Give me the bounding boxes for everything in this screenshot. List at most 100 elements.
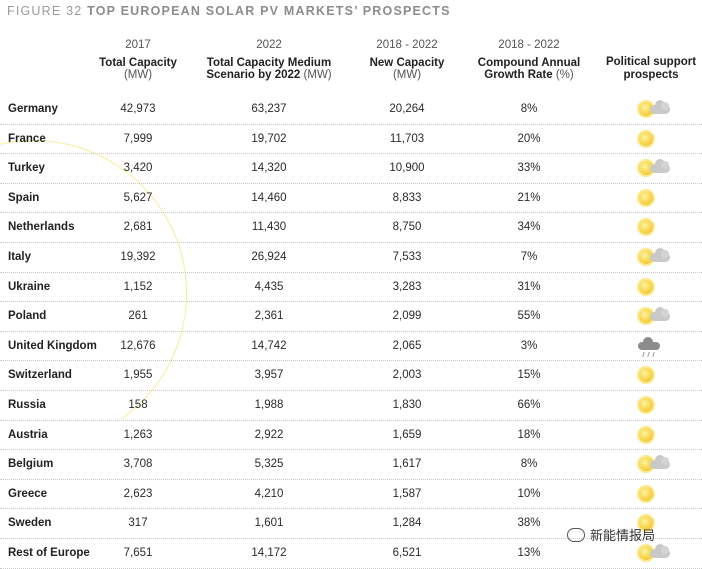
table-row: Belgium 3,708 5,325 1,617 8% — [0, 450, 702, 480]
capacity-2017-cell: 7,651 — [123, 547, 153, 559]
sun-icon — [630, 125, 680, 155]
new-capacity-cell: 1,659 — [392, 428, 422, 441]
capacity-2017-cell: 2,681 — [123, 221, 153, 234]
new-capacity-cell: 11,703 — [389, 132, 425, 145]
new-capacity-cell: 1,587 — [392, 487, 422, 500]
header-label-line2: Growth Rate — [484, 69, 553, 81]
new-capacity-cell: 1,830 — [392, 399, 422, 411]
capacity-2022-cell: 14,742 — [251, 339, 287, 352]
capacity-2017-cell: 1,955 — [123, 369, 153, 382]
country-cell: Switzerland — [8, 369, 72, 382]
table-row: Switzerland 1,955 3,957 2,003 15% — [0, 361, 702, 391]
sun-cloud-icon — [630, 539, 680, 569]
capacity-2017-cell: 42,973 — [120, 103, 156, 115]
country-cell: Poland — [8, 310, 47, 323]
country-cell: Austria — [8, 428, 48, 441]
new-capacity-cell: 1,284 — [392, 517, 422, 530]
header-label-line2: prospects — [623, 68, 679, 81]
capacity-2022-cell: 14,460 — [251, 191, 287, 204]
country-cell: Germany — [8, 103, 58, 115]
header-year: 2017 — [125, 39, 151, 51]
cagr-cell: 34% — [517, 221, 541, 234]
table-row: Turkey 3,420 14,320 10,900 33% — [0, 154, 702, 184]
new-capacity-cell: 2,099 — [392, 310, 422, 323]
sun-cloud-icon — [630, 154, 680, 184]
capacity-2022-cell: 1,601 — [254, 517, 284, 530]
country-cell: Turkey — [8, 162, 45, 175]
figure-number: FIGURE 32 — [7, 4, 83, 18]
country-cell: Greece — [8, 487, 48, 500]
capacity-2022-cell: 11,430 — [251, 221, 287, 234]
capacity-2022-cell: 19,702 — [251, 132, 287, 145]
new-capacity-cell: 8,833 — [392, 191, 422, 204]
capacity-2017-cell: 1,263 — [123, 428, 153, 441]
country-cell: France — [8, 132, 46, 145]
table-row: United Kingdom 12,676 14,742 2,065 3% — [0, 332, 702, 362]
new-capacity-cell: 7,533 — [392, 251, 422, 263]
sun-icon — [630, 273, 680, 303]
capacity-2022-cell: 2,361 — [254, 310, 284, 323]
header-year: 2018 - 2022 — [498, 39, 560, 51]
header-unit: (%) — [555, 69, 574, 81]
header-political-support: Political support prospects — [598, 56, 702, 81]
country-cell: Spain — [8, 191, 40, 204]
sun-cloud-icon — [630, 243, 680, 273]
table-row: Ukraine 1,152 4,435 3,283 31% — [0, 273, 702, 303]
header-unit: (MW) — [392, 69, 422, 81]
new-capacity-cell: 1,617 — [392, 458, 422, 471]
capacity-2017-cell: 261 — [128, 310, 148, 323]
new-capacity-cell: 10,900 — [389, 162, 425, 175]
table-row: France 7,999 19,702 11,703 20% — [0, 125, 702, 155]
new-capacity-cell: 2,003 — [392, 369, 422, 382]
capacity-2017-cell: 2,623 — [123, 487, 153, 500]
capacity-2022-cell: 1,988 — [254, 399, 284, 411]
cagr-cell: 66% — [517, 399, 541, 411]
country-cell: United Kingdom — [8, 339, 97, 352]
header-label: Total Capacity — [99, 56, 177, 69]
sun-icon — [630, 480, 680, 510]
table-row: Spain 5,627 14,460 8,833 21% — [0, 184, 702, 214]
header-year: 2022 — [256, 39, 282, 51]
capacity-2022-cell: 3,957 — [254, 369, 284, 382]
sun-icon — [630, 213, 680, 243]
header-total-capacity-2022: 2022 Total Capacity Medium Scenario by 2… — [200, 39, 338, 82]
sun-icon — [630, 391, 680, 421]
sun-icon — [630, 361, 680, 391]
cagr-cell: 33% — [517, 162, 541, 175]
cagr-cell: 38% — [517, 517, 541, 530]
table-row: Poland 261 2,361 2,099 55% — [0, 302, 702, 332]
cagr-cell: 13% — [517, 547, 541, 559]
watermark-text: 新能情报局 — [590, 528, 656, 543]
figure-title: FIGURE 32 TOP EUROPEAN SOLAR PV MARKETS’… — [7, 4, 451, 18]
country-cell: Belgium — [8, 458, 54, 471]
header-label-line1: Total Capacity Medium — [206, 56, 332, 69]
capacity-2022-cell: 5,325 — [254, 458, 284, 471]
sun-cloud-icon — [630, 450, 680, 480]
capacity-2022-cell: 63,237 — [251, 103, 287, 115]
sun-cloud-icon — [630, 302, 680, 332]
cagr-cell: 21% — [517, 191, 541, 204]
capacity-2022-cell: 2,922 — [254, 428, 284, 441]
capacity-2017-cell: 5,627 — [123, 191, 153, 204]
new-capacity-cell: 2,065 — [392, 339, 422, 352]
figure-name: TOP EUROPEAN SOLAR PV MARKETS’ PROSPECTS — [87, 4, 451, 18]
capacity-2017-cell: 12,676 — [120, 339, 156, 352]
country-cell: Italy — [8, 251, 32, 263]
country-cell: Ukraine — [8, 280, 51, 293]
header-label-line1: Political support — [605, 56, 697, 68]
header-year: 2018 - 2022 — [376, 39, 438, 51]
capacity-2022-cell: 26,924 — [251, 251, 287, 263]
cagr-cell: 8% — [520, 458, 538, 471]
cagr-cell: 18% — [517, 428, 541, 441]
sun-icon — [630, 421, 680, 451]
cagr-cell: 31% — [517, 280, 541, 293]
new-capacity-cell: 6,521 — [392, 547, 422, 559]
table-row: Sweden 317 1,601 1,284 38% — [0, 509, 702, 539]
country-cell: Netherlands — [8, 221, 75, 234]
rain-cloud-icon — [630, 332, 680, 362]
table-row: Netherlands 2,681 11,430 8,750 34% — [0, 213, 702, 243]
new-capacity-cell: 8,750 — [392, 221, 422, 234]
capacity-2017-cell: 317 — [128, 517, 148, 530]
table-row: Germany 42,973 63,237 20,264 8% — [0, 95, 702, 125]
header-label-line2: Scenario by 2022 — [206, 69, 301, 81]
